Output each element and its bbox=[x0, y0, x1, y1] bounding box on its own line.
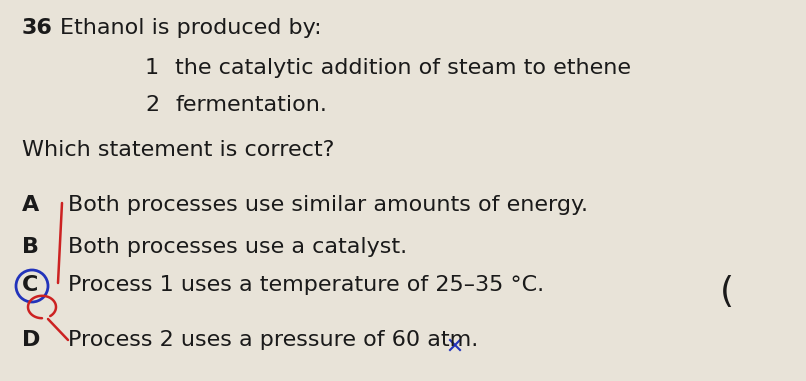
Text: A: A bbox=[22, 195, 39, 215]
Text: 36: 36 bbox=[22, 18, 53, 38]
Text: fermentation.: fermentation. bbox=[175, 95, 327, 115]
Text: the catalytic addition of steam to ethene: the catalytic addition of steam to ethen… bbox=[175, 58, 631, 78]
Text: Both processes use similar amounts of energy.: Both processes use similar amounts of en… bbox=[68, 195, 588, 215]
Text: Process 2 uses a pressure of 60 atm.: Process 2 uses a pressure of 60 atm. bbox=[68, 330, 478, 350]
Text: 2: 2 bbox=[145, 95, 159, 115]
Text: Process 1 uses a temperature of 25–35 °C.: Process 1 uses a temperature of 25–35 °C… bbox=[68, 275, 544, 295]
Text: B: B bbox=[22, 237, 39, 257]
Text: 1: 1 bbox=[145, 58, 159, 78]
Text: C: C bbox=[22, 275, 39, 295]
Text: Which statement is correct?: Which statement is correct? bbox=[22, 140, 334, 160]
Text: D: D bbox=[22, 330, 40, 350]
Text: (: ( bbox=[720, 275, 734, 309]
Text: Ethanol is produced by:: Ethanol is produced by: bbox=[60, 18, 322, 38]
Text: Both processes use a catalyst.: Both processes use a catalyst. bbox=[68, 237, 407, 257]
